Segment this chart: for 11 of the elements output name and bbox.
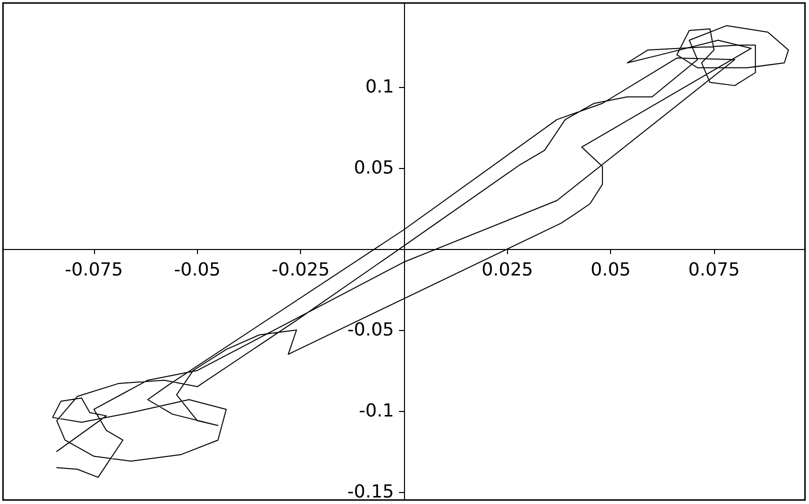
x-tick-label: -0.05 — [174, 260, 221, 281]
y-tick-label: -0.05 — [347, 320, 394, 341]
y-tick-label: 0.1 — [365, 76, 394, 98]
x-tick-label: 0.025 — [482, 260, 534, 281]
y-tick-label: -0.1 — [358, 400, 394, 422]
y-tick-label: -0.15 — [347, 481, 394, 502]
y-tick-label: 0.05 — [354, 158, 394, 179]
x-tick-label: 0.05 — [590, 260, 631, 281]
x-tick-label: -0.025 — [272, 260, 330, 281]
x-tick-label: 0.075 — [688, 260, 740, 281]
x-tick-label: -0.075 — [64, 260, 123, 281]
